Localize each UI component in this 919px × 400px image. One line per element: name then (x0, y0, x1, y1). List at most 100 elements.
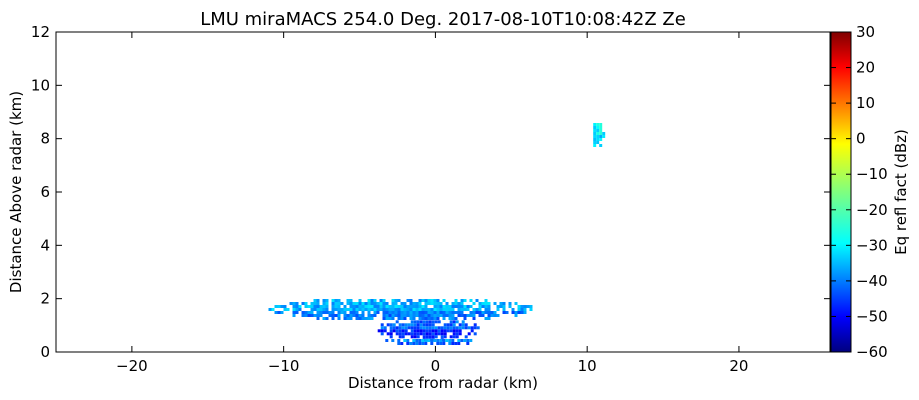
echo-cell (416, 332, 420, 336)
echo-cell (325, 305, 329, 308)
echo-cell (455, 329, 459, 333)
echo-cell (407, 323, 411, 327)
echo-cell (434, 326, 438, 330)
echo-cell (395, 320, 399, 324)
echo-cell (388, 314, 392, 317)
echo-cell (304, 305, 308, 308)
echo-cell (478, 314, 482, 317)
echo-cell (364, 308, 368, 311)
echo-cell (473, 332, 477, 336)
echo-cell (406, 299, 410, 302)
echo-cell (463, 317, 467, 320)
echo-cell (593, 138, 597, 141)
echo-cell (331, 314, 335, 317)
echo-cell (481, 302, 485, 305)
echo-cell (457, 339, 461, 342)
y-tick-label: 2 (40, 290, 50, 308)
echo-cell (319, 305, 323, 308)
echo-cell (467, 332, 471, 336)
echo-cell (436, 302, 440, 305)
echo-cell (517, 308, 521, 311)
echo-cell (385, 339, 389, 342)
echo-cell (410, 332, 414, 336)
echo-region (268, 299, 533, 320)
echo-cell (403, 305, 407, 308)
echo-cell (355, 311, 359, 314)
echo-cell (373, 302, 377, 305)
echo-cell (430, 302, 434, 305)
echo-cell (452, 326, 456, 330)
echo-cell (451, 302, 455, 305)
echo-cell (466, 305, 470, 308)
echo-cell (383, 326, 387, 330)
echo-cell (460, 311, 464, 314)
echo-cell (386, 332, 390, 336)
echo-cell (398, 329, 402, 333)
echo-cell (331, 299, 335, 302)
echo-cell (277, 311, 281, 314)
echo-cell (433, 302, 437, 305)
echo-cell (349, 305, 353, 308)
echo-cell (487, 317, 491, 320)
echo-cell (397, 339, 401, 342)
echo-cell (596, 126, 600, 129)
colorbar-tick-label: 0 (856, 130, 866, 148)
echo-cell (358, 317, 362, 320)
echo-cell (391, 305, 395, 308)
echo-cell (430, 308, 434, 311)
echo-cell (422, 335, 426, 339)
echo-cell (337, 299, 341, 302)
echo-cell (425, 329, 429, 333)
echo-cell (301, 302, 305, 305)
echo-cell (496, 314, 500, 317)
echo-cell (352, 314, 356, 317)
echo-cell (505, 311, 509, 314)
echo-cell (469, 305, 473, 308)
echo-cell (415, 339, 419, 342)
echo-cell (412, 342, 416, 345)
echo-cell (523, 308, 527, 311)
echo-cell (434, 335, 438, 339)
echo-cell (514, 314, 518, 317)
echo-cell (419, 329, 423, 333)
echo-cell (422, 332, 426, 336)
echo-cell (418, 311, 422, 314)
echo-cell (361, 308, 365, 311)
echo-cell (437, 326, 441, 330)
echo-cell (382, 317, 386, 320)
echo-cell (404, 332, 408, 336)
echo-cell (397, 311, 401, 314)
echo-cell (337, 302, 341, 305)
echo-cell (380, 326, 384, 330)
echo-cell (397, 308, 401, 311)
echo-cell (283, 308, 287, 311)
echo-cell (355, 314, 359, 317)
echo-cell (406, 311, 410, 314)
echo-cell (413, 335, 417, 339)
echo-cell (328, 311, 332, 314)
echo-cell (472, 314, 476, 317)
echo-cell (436, 305, 440, 308)
echo-cell (469, 339, 473, 342)
echo-cell (412, 317, 416, 320)
echo-cell (392, 323, 396, 327)
echo-cell (440, 329, 444, 333)
echo-cell (430, 339, 434, 342)
echo-cell (433, 311, 437, 314)
echo-cell (427, 317, 431, 320)
echo-cell (398, 326, 402, 330)
echo-cell (416, 335, 420, 339)
echo-cell (599, 144, 603, 147)
echo-cell (331, 317, 335, 320)
echo-cell (442, 311, 446, 314)
echo-cell (455, 335, 459, 339)
echo-cell (421, 299, 425, 302)
echo-cell (406, 314, 410, 317)
echo-cell (475, 311, 479, 314)
echo-cell (349, 299, 353, 302)
echo-cell (416, 326, 420, 330)
echo-cell (415, 302, 419, 305)
echo-cell (382, 314, 386, 317)
echo-cell (392, 329, 396, 333)
